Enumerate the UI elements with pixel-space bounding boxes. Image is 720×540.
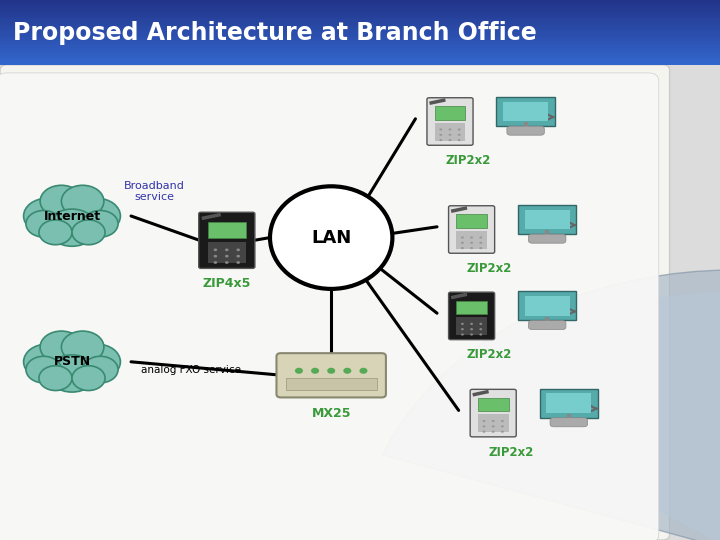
FancyBboxPatch shape [0, 26, 720, 28]
Wedge shape [451, 292, 720, 540]
Circle shape [214, 255, 217, 258]
Circle shape [236, 248, 240, 251]
Text: Broadband
service: Broadband service [125, 181, 185, 202]
FancyBboxPatch shape [0, 73, 659, 540]
FancyBboxPatch shape [449, 292, 495, 340]
Circle shape [470, 333, 473, 335]
FancyBboxPatch shape [478, 398, 508, 411]
Circle shape [501, 430, 504, 433]
FancyBboxPatch shape [0, 32, 720, 35]
FancyBboxPatch shape [507, 126, 544, 135]
FancyBboxPatch shape [0, 37, 720, 39]
Text: ZIP4x5: ZIP4x5 [202, 277, 251, 290]
FancyBboxPatch shape [0, 11, 720, 13]
Circle shape [480, 333, 482, 335]
Circle shape [73, 198, 120, 234]
Circle shape [225, 261, 229, 264]
Circle shape [311, 368, 319, 374]
FancyBboxPatch shape [0, 22, 720, 24]
Circle shape [24, 198, 71, 234]
Circle shape [449, 129, 451, 131]
Circle shape [343, 368, 351, 374]
FancyBboxPatch shape [0, 35, 720, 37]
Circle shape [501, 420, 504, 422]
FancyBboxPatch shape [435, 106, 465, 120]
FancyBboxPatch shape [456, 231, 487, 248]
Circle shape [482, 430, 485, 433]
FancyBboxPatch shape [503, 102, 549, 122]
Circle shape [439, 134, 442, 136]
FancyBboxPatch shape [0, 48, 720, 50]
Circle shape [225, 255, 229, 258]
FancyBboxPatch shape [518, 292, 577, 320]
Circle shape [470, 328, 473, 330]
FancyBboxPatch shape [208, 242, 246, 263]
Circle shape [214, 248, 217, 251]
FancyBboxPatch shape [0, 19, 720, 22]
Circle shape [470, 247, 473, 249]
Circle shape [41, 339, 103, 385]
Text: ZIP2x2: ZIP2x2 [467, 262, 513, 275]
Circle shape [48, 355, 96, 392]
Circle shape [461, 237, 464, 239]
FancyBboxPatch shape [0, 56, 720, 58]
Circle shape [461, 247, 464, 249]
FancyBboxPatch shape [0, 41, 720, 43]
Circle shape [24, 344, 71, 380]
FancyBboxPatch shape [449, 206, 495, 253]
FancyBboxPatch shape [0, 52, 720, 54]
Circle shape [39, 220, 72, 245]
FancyBboxPatch shape [456, 317, 487, 335]
FancyBboxPatch shape [0, 6, 720, 9]
FancyBboxPatch shape [456, 301, 487, 314]
Circle shape [83, 211, 118, 237]
Circle shape [461, 242, 464, 244]
Text: ZIP2x2: ZIP2x2 [445, 154, 491, 167]
FancyBboxPatch shape [0, 45, 720, 48]
FancyBboxPatch shape [0, 30, 720, 32]
Text: Proposed Architecture at Branch Office: Proposed Architecture at Branch Office [13, 22, 536, 45]
FancyBboxPatch shape [524, 210, 570, 230]
FancyBboxPatch shape [0, 63, 720, 65]
Circle shape [327, 368, 336, 374]
FancyBboxPatch shape [435, 123, 465, 140]
Circle shape [492, 430, 495, 433]
Text: ZIP2x2: ZIP2x2 [467, 348, 513, 361]
Circle shape [458, 134, 461, 136]
FancyBboxPatch shape [0, 24, 720, 26]
FancyBboxPatch shape [0, 50, 720, 52]
FancyBboxPatch shape [470, 389, 516, 437]
Circle shape [482, 420, 485, 422]
FancyBboxPatch shape [546, 393, 592, 413]
FancyBboxPatch shape [0, 28, 720, 30]
Circle shape [214, 261, 217, 264]
FancyBboxPatch shape [286, 377, 377, 390]
Text: analog FXO service: analog FXO service [141, 365, 240, 375]
Circle shape [26, 211, 61, 237]
Circle shape [39, 366, 72, 390]
Text: LAN: LAN [311, 228, 351, 247]
Circle shape [83, 356, 118, 383]
Circle shape [461, 328, 464, 330]
Circle shape [225, 248, 229, 251]
Circle shape [41, 193, 103, 239]
Circle shape [61, 185, 104, 217]
Circle shape [48, 209, 96, 246]
Circle shape [461, 333, 464, 335]
Circle shape [449, 139, 451, 141]
FancyBboxPatch shape [524, 296, 570, 316]
Circle shape [458, 139, 461, 141]
Circle shape [439, 139, 442, 141]
FancyBboxPatch shape [0, 65, 670, 540]
FancyBboxPatch shape [478, 414, 508, 432]
Wedge shape [382, 270, 720, 540]
Circle shape [470, 323, 473, 325]
Circle shape [480, 247, 482, 249]
FancyBboxPatch shape [518, 205, 577, 234]
FancyBboxPatch shape [0, 54, 720, 56]
FancyBboxPatch shape [427, 98, 473, 145]
FancyBboxPatch shape [0, 13, 720, 15]
Text: ZIP2x2: ZIP2x2 [488, 446, 534, 458]
Circle shape [236, 255, 240, 258]
